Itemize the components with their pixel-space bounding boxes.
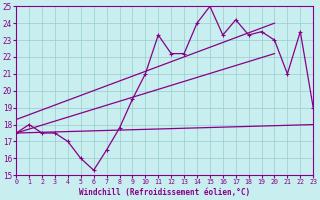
X-axis label: Windchill (Refroidissement éolien,°C): Windchill (Refroidissement éolien,°C) xyxy=(79,188,250,197)
